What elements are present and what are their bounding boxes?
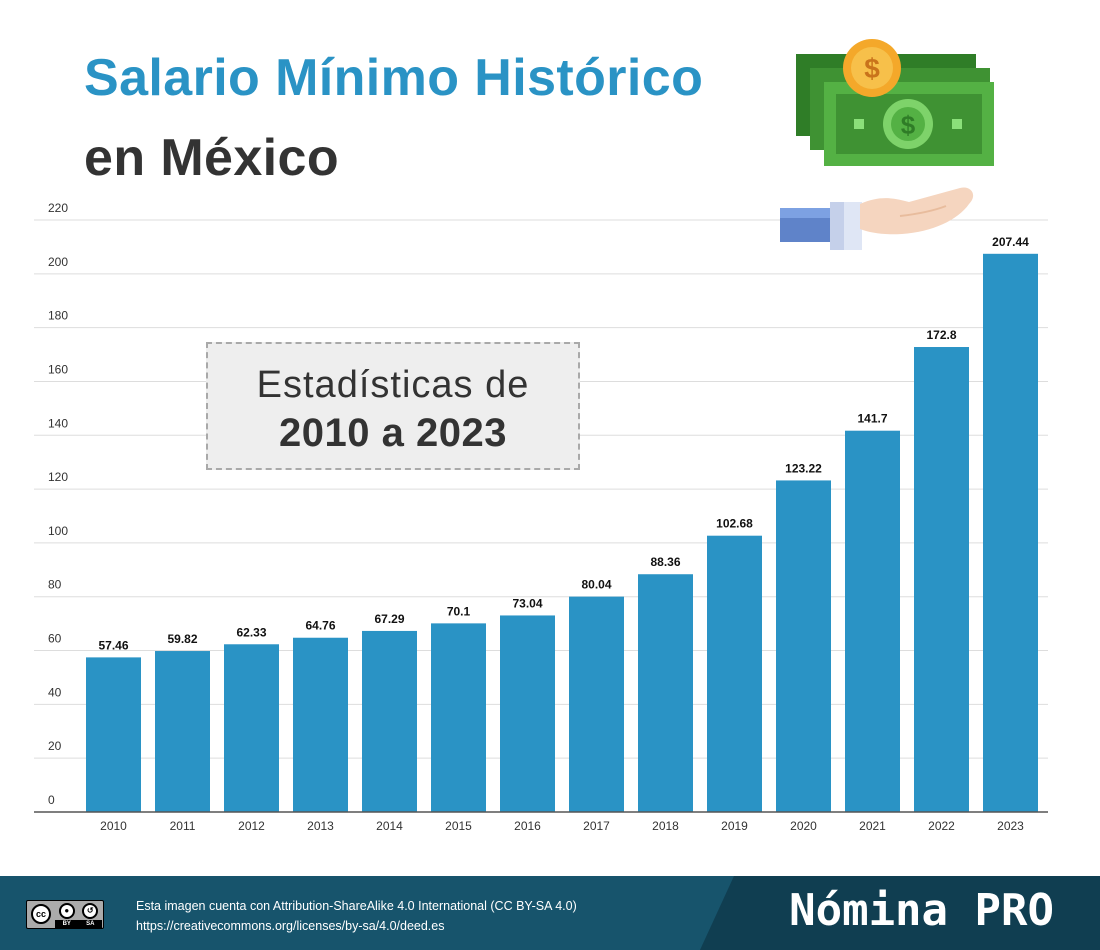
- bar-2016: [500, 615, 555, 812]
- bar-2014: [362, 630, 417, 812]
- license-line-1: Esta imagen cuenta con Attribution-Share…: [136, 899, 577, 913]
- bar-2019: [707, 535, 762, 812]
- stats-box-line-1: Estadísticas de: [256, 364, 530, 406]
- cc-badge-labels: BY SA: [55, 920, 102, 928]
- bars: [86, 253, 1038, 812]
- open-hand-icon: [780, 187, 974, 250]
- y-tick-label: 100: [48, 524, 68, 538]
- license-url[interactable]: https://creativecommons.org/licenses/by-…: [136, 919, 445, 933]
- bar-2018: [638, 574, 693, 812]
- x-tick-label: 2023: [997, 819, 1024, 833]
- x-tick-label: 2017: [583, 819, 610, 833]
- page-subtitle: en México: [84, 129, 340, 187]
- data-label-2011: 59.82: [167, 632, 197, 646]
- bar-2021: [845, 430, 900, 812]
- data-label-2016: 73.04: [512, 596, 542, 610]
- cc-icon: cc: [27, 901, 55, 927]
- brand-panel: Nómina PRO: [700, 876, 1100, 950]
- y-tick-label: 200: [48, 255, 68, 269]
- bar-2015: [431, 623, 486, 812]
- data-label-2017: 80.04: [581, 578, 611, 592]
- page-title: Salario Mínimo Histórico: [84, 49, 704, 107]
- bar-chart: 0 20 40 60 80 100 120 140 160 180 200 220 57.46 59.8…: [34, 201, 1048, 833]
- y-tick-label: 0: [48, 793, 55, 807]
- bar-2013: [293, 637, 348, 812]
- y-tick-label: 80: [48, 578, 62, 592]
- x-tick-label: 2012: [238, 819, 265, 833]
- x-tick-label: 2016: [514, 819, 541, 833]
- y-tick-label: 180: [48, 309, 68, 323]
- bar-2011: [155, 651, 210, 812]
- license-text: Esta imagen cuenta con Attribution-Share…: [136, 896, 577, 936]
- bar-2022: [914, 347, 969, 812]
- data-label-2019: 102.68: [716, 517, 753, 531]
- bar-2020: [776, 480, 831, 812]
- data-label-2021: 141.7: [857, 412, 887, 426]
- cc-attribution-icons: ● ↺: [55, 901, 102, 920]
- y-axis-ticks: 0 20 40 60 80 100 120 140 160 180 200 220: [48, 201, 68, 807]
- x-tick-label: 2020: [790, 819, 817, 833]
- x-tick-label: 2013: [307, 819, 334, 833]
- cc-by-label: BY: [62, 921, 71, 927]
- bar-2010: [86, 657, 141, 812]
- bar-2012: [224, 644, 279, 812]
- data-label-2020: 123.22: [785, 461, 822, 475]
- brand-logo: Nómina PRO: [789, 885, 1054, 936]
- x-tick-label: 2022: [928, 819, 955, 833]
- share-alike-icon: ↺: [82, 902, 99, 919]
- x-tick-label: 2015: [445, 819, 472, 833]
- data-label-2012: 62.33: [236, 625, 266, 639]
- data-label-2013: 64.76: [305, 619, 335, 633]
- money-hand-illustration: $ $: [770, 30, 1000, 260]
- y-tick-label: 40: [48, 685, 62, 699]
- dollar-coin-icon: $: [843, 39, 901, 97]
- data-label-2023: 207.44: [992, 235, 1029, 249]
- data-label-2014: 67.29: [374, 612, 404, 626]
- x-tick-label: 2010: [100, 819, 127, 833]
- data-label-2018: 88.36: [650, 555, 680, 569]
- x-tick-label: 2018: [652, 819, 679, 833]
- y-tick-label: 140: [48, 416, 68, 430]
- stats-box-line-2: 2010 a 2023: [279, 411, 507, 455]
- x-tick-label: 2021: [859, 819, 886, 833]
- y-tick-label: 160: [48, 362, 68, 376]
- y-tick-label: 120: [48, 470, 68, 484]
- bar-2023: [983, 253, 1038, 812]
- data-labels: 57.46 59.82 62.33 64.76 67.29 70.1 73.04 80.04 8…: [98, 235, 1029, 653]
- x-tick-label: 2014: [376, 819, 403, 833]
- data-label-2022: 172.8: [926, 328, 956, 342]
- dollar-bill-icon: $: [796, 54, 994, 166]
- x-tick-label: 2011: [170, 819, 196, 833]
- data-label-2010: 57.46: [98, 638, 128, 652]
- footer-bar: cc ● ↺ BY SA Esta imagen cuenta con Attr…: [0, 876, 1100, 950]
- x-axis-ticks: 2010 2011 2012 2013 2014 2015 2016 2017 2018 2019…: [100, 819, 1024, 833]
- y-tick-label: 220: [48, 201, 68, 215]
- data-label-2015: 70.1: [447, 604, 471, 618]
- y-tick-label: 20: [48, 739, 62, 753]
- svg-text:$: $: [864, 53, 880, 84]
- x-tick-label: 2019: [721, 819, 748, 833]
- svg-text:$: $: [901, 110, 916, 140]
- cc-logo: cc: [31, 904, 51, 924]
- cc-license-badge[interactable]: cc ● ↺ BY SA: [26, 900, 104, 929]
- y-tick-label: 60: [48, 632, 62, 646]
- stats-range-box: Estadísticas de 2010 a 2023: [206, 342, 580, 470]
- bar-2017: [569, 596, 624, 812]
- attribution-person-icon: ●: [58, 902, 75, 919]
- cc-sa-label: SA: [86, 921, 95, 927]
